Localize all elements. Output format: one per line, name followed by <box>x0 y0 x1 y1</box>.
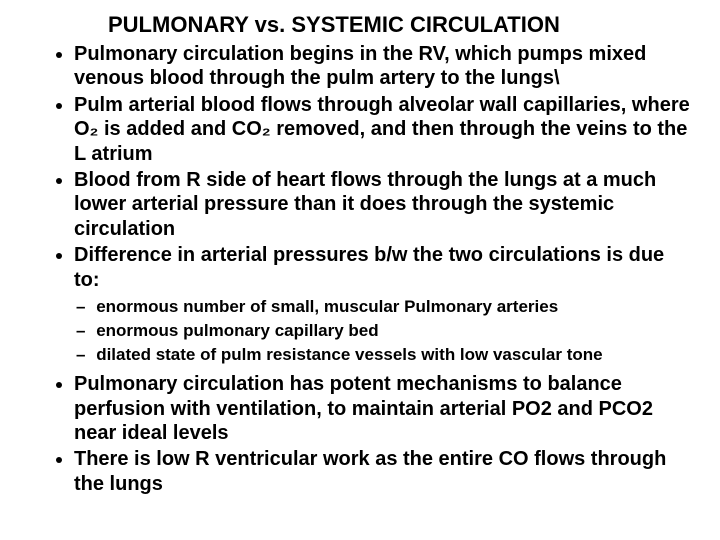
slide-container: PULMONARY vs. SYSTEMIC CIRCULATION Pulmo… <box>0 0 720 540</box>
list-item: Pulm arterial blood flows through alveol… <box>74 93 692 166</box>
sub-bullet-list: enormous number of small, muscular Pulmo… <box>74 296 692 366</box>
list-item: enormous pulmonary capillary bed <box>94 320 692 342</box>
main-bullet-list: Pulmonary circulation begins in the RV, … <box>28 42 692 496</box>
list-item: enormous number of small, muscular Pulmo… <box>94 296 692 318</box>
list-item: There is low R ventricular work as the e… <box>74 447 692 496</box>
list-item: dilated state of pulm resistance vessels… <box>94 344 692 366</box>
list-item: Pulmonary circulation begins in the RV, … <box>74 42 692 91</box>
slide-title: PULMONARY vs. SYSTEMIC CIRCULATION <box>108 12 692 38</box>
list-item: Difference in arterial pressures b/w the… <box>74 243 692 292</box>
list-item: Pulmonary circulation has potent mechani… <box>74 372 692 445</box>
list-item: Blood from R side of heart flows through… <box>74 168 692 241</box>
